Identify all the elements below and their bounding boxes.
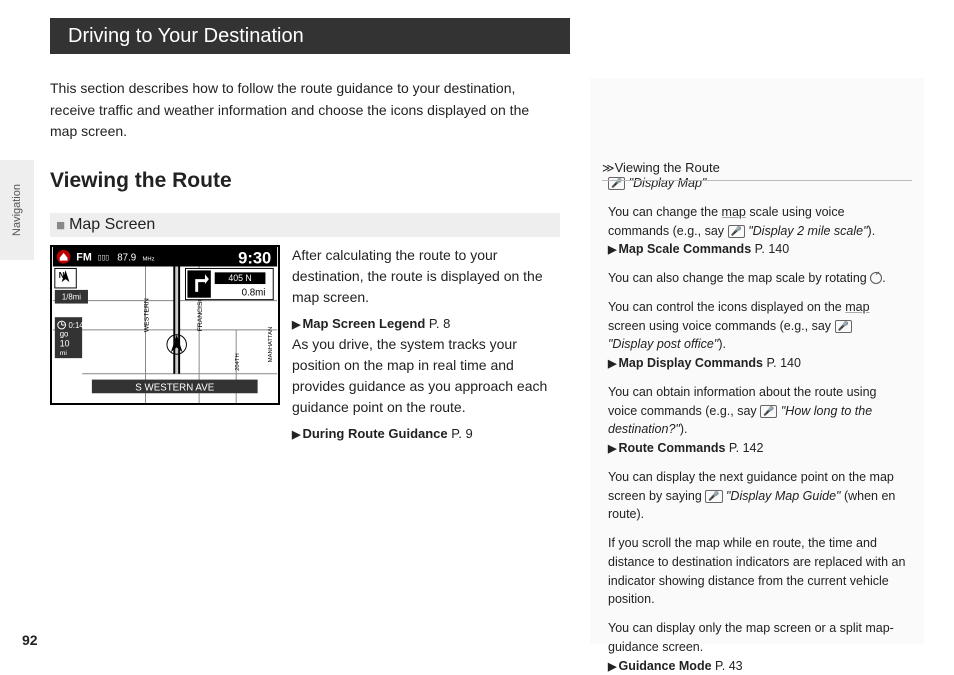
square-bullet-icon: ■ (56, 217, 65, 234)
ref-title: Route Commands (618, 441, 725, 455)
underlined-text: map (722, 205, 746, 219)
ref-icon: ▶ (608, 358, 616, 370)
route-dist: 0.8mi (242, 288, 266, 299)
sidebar-paragraph: You can display the next guidance point … (608, 468, 906, 524)
content: This section describes how to follow the… (50, 78, 924, 644)
ref-icon: ▶ (608, 661, 616, 673)
ref-page: P. 43 (715, 659, 743, 673)
go-label: go (60, 330, 69, 339)
text: screen using voice commands (e.g., say (608, 319, 835, 333)
intro-paragraph: This section describes how to follow the… (50, 78, 560, 143)
body-paragraph: As you drive, the system tracks your pos… (292, 334, 560, 418)
sidebar-title: Viewing the Route (615, 158, 720, 178)
ref-title: Map Screen Legend (302, 316, 425, 331)
text: ). (680, 422, 688, 436)
voice-command: "Display Map Guide" (726, 489, 840, 503)
text: ). (868, 224, 876, 238)
subsection-header: ■ Map Screen (50, 213, 560, 237)
chevrons-icon: ≫ (602, 159, 611, 177)
text: You can control the icons displayed on t… (608, 300, 845, 314)
main-column: This section describes how to follow the… (50, 78, 590, 644)
street-label: WESTERN (143, 298, 150, 332)
map-screenshot: FM ▯▯▯ 87.9 MHz 9:30 (50, 245, 280, 405)
signal-bars: ▯▯▯ (98, 255, 109, 262)
ref-page: P. 140 (766, 356, 801, 370)
eta: 0:14 (68, 321, 84, 330)
current-street: S WESTERN AVE (135, 382, 214, 393)
ref-icon: ▶ (292, 429, 300, 441)
dial-icon (870, 272, 882, 284)
cross-reference: ▶During Route Guidance P. 9 (292, 424, 560, 444)
section-tab: Navigation (0, 160, 34, 260)
ref-icon: ▶ (608, 244, 616, 256)
route-name: 405 N (228, 273, 251, 283)
text: You can change the (608, 205, 722, 219)
ref-page: P. 8 (429, 316, 450, 331)
ref-page: P. 142 (729, 441, 764, 455)
radio-band: FM (76, 252, 92, 264)
ref-title: Map Display Commands (618, 356, 762, 370)
sidebar-paragraph: If you scroll the map while en route, th… (608, 534, 906, 609)
voice-command: "Display 2 mile scale" (748, 224, 867, 238)
map-and-text-row: FM ▯▯▯ 87.9 MHz 9:30 (50, 245, 560, 443)
section-tab-label: Navigation (11, 184, 23, 236)
sidebar-paragraph: You can also change the map scale by rot… (608, 269, 906, 288)
page-title-bar: Driving to Your Destination (50, 18, 570, 54)
ref-icon: ▶ (292, 319, 300, 331)
page-title: Driving to Your Destination (68, 25, 304, 48)
body-paragraph: After calculating the route to your dest… (292, 245, 560, 308)
sidebar-column: ≫ Viewing the Route 🎤 "Display Map" You … (590, 78, 924, 644)
dist-to-go-unit: mi (60, 350, 68, 357)
radio-freq-unit: MHz (143, 257, 155, 263)
dist-to-go: 10 (60, 339, 70, 349)
sidebar-paragraph: You can control the icons displayed on t… (608, 298, 906, 373)
underlined-text: map (845, 300, 869, 314)
body-text: After calculating the route to your dest… (292, 245, 560, 443)
compass-label: N (59, 271, 65, 280)
subsection-heading: Map Screen (69, 216, 155, 234)
radio-freq: 87.9 (117, 253, 136, 264)
page: Driving to Your Destination Navigation T… (0, 0, 954, 674)
page-number: 92 (22, 632, 38, 648)
clock: 9:30 (238, 249, 271, 268)
ref-page: P. 140 (755, 242, 790, 256)
street-label: MANHATTAN (268, 327, 274, 363)
sidebar-paragraph: You can display only the map screen or a… (608, 619, 906, 675)
text: . (882, 271, 885, 285)
cross-reference: ▶Map Screen Legend P. 8 (292, 314, 560, 334)
ref-title: Guidance Mode (618, 659, 711, 673)
mic-icon: 🎤 (728, 225, 745, 238)
ref-title: During Route Guidance (302, 426, 447, 441)
map-scale: 1/8mi (62, 293, 81, 302)
ref-page: P. 9 (451, 426, 472, 441)
sidebar-paragraph: You can obtain information about the rou… (608, 383, 906, 458)
mic-icon: 🎤 (835, 320, 852, 333)
mic-icon: 🎤 (760, 405, 777, 418)
ref-title: Map Scale Commands (618, 242, 751, 256)
sidebar-paragraph: You can change the map scale using voice… (608, 203, 906, 259)
text: ). (718, 337, 726, 351)
section-heading: Viewing the Route (50, 169, 560, 193)
text: You can also change the map scale by rot… (608, 271, 870, 285)
mic-icon: 🎤 (705, 490, 722, 503)
ref-icon: ▶ (608, 443, 616, 455)
sidebar-title-row: ≫ Viewing the Route (602, 158, 912, 181)
text: You can display only the map screen or a… (608, 621, 894, 654)
voice-command: "Display post office" (608, 337, 718, 351)
street-label: 204TH (235, 353, 241, 371)
